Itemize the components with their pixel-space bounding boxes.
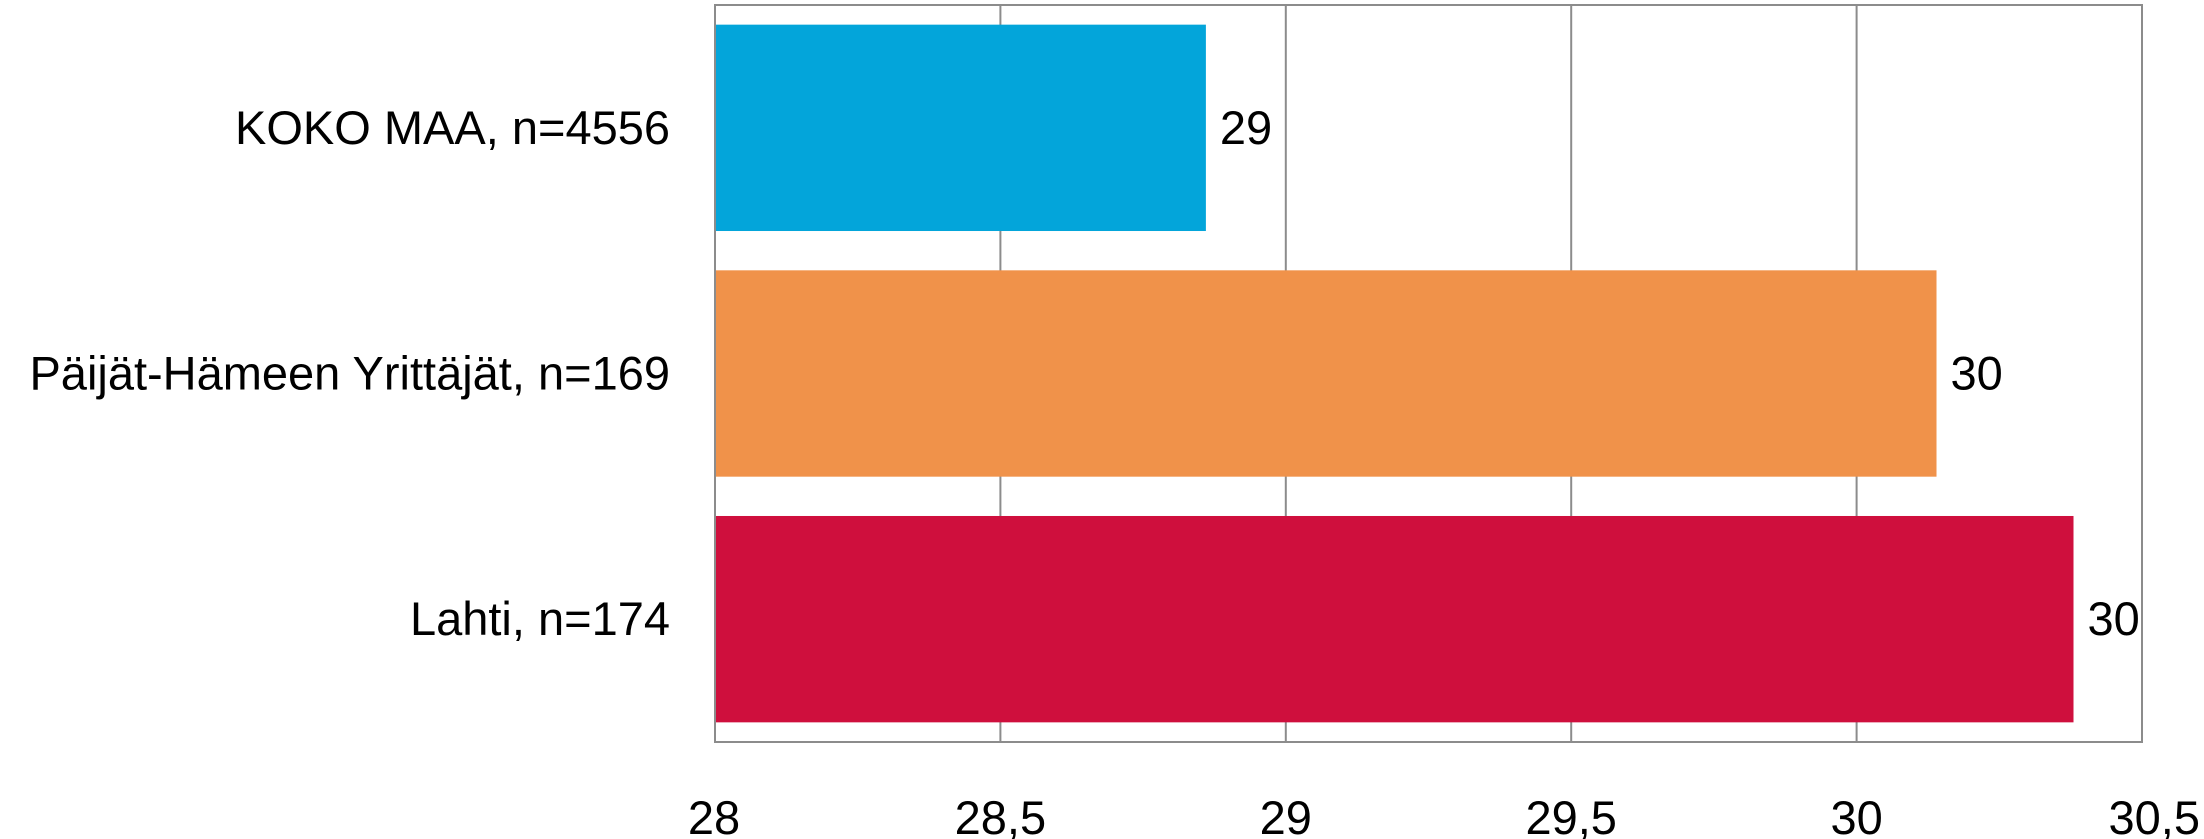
bar-1 <box>715 270 1937 477</box>
category-labels: KOKO MAA, n=4556 Päijät-Hämeen Yrittäjät,… <box>29 101 670 645</box>
plot-area-frame <box>714 4 2143 743</box>
x-tick-label: 29,5 <box>1525 791 1616 839</box>
bar-2 <box>715 515 2074 723</box>
x-tick-label: 28,5 <box>955 791 1046 839</box>
data-labels: 29 30 30 <box>1220 101 2140 645</box>
x-tick-labels: 28 28,5 29 29,5 30 30,5 <box>688 791 2200 839</box>
category-label: Päijät-Hämeen Yrittäjät, n=169 <box>29 347 670 400</box>
data-label: 30 <box>1951 347 2003 400</box>
x-tick-label: 30,5 <box>2109 791 2200 839</box>
category-label: Lahti, n=174 <box>410 592 670 645</box>
data-label: 30 <box>2088 592 2140 645</box>
category-label: KOKO MAA, n=4556 <box>235 101 670 154</box>
bars <box>715 24 2074 723</box>
bar-0 <box>715 24 1206 232</box>
data-label: 29 <box>1220 101 1272 154</box>
x-tick-label: 29 <box>1260 791 1312 839</box>
x-tick-label: 30 <box>1830 791 1882 839</box>
x-tick-label: 28 <box>688 791 740 839</box>
